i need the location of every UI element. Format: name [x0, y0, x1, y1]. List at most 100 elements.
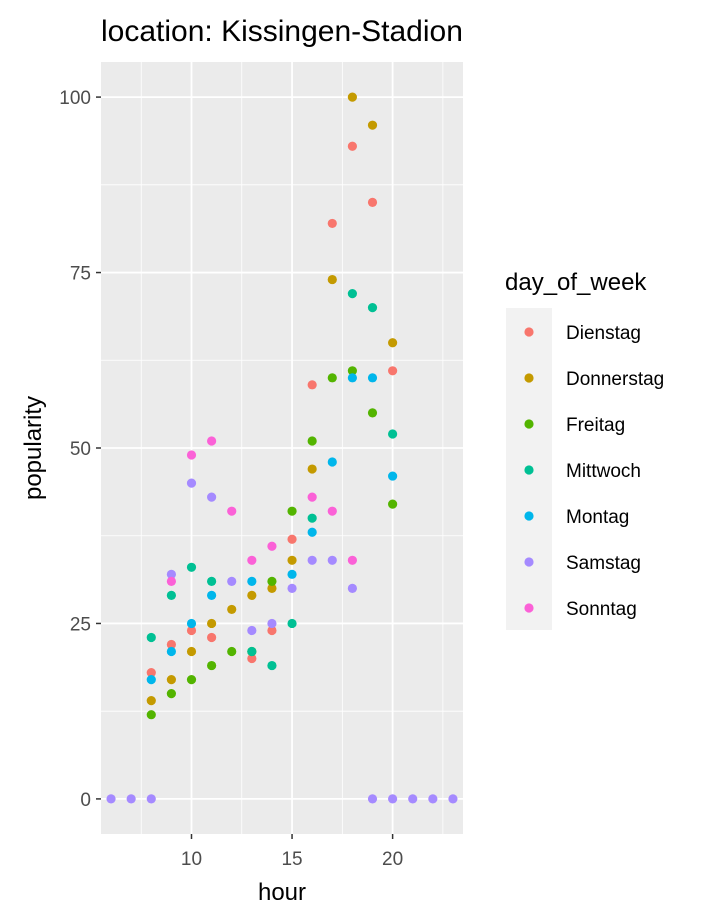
- point-dienstag-7: [307, 380, 317, 390]
- y-tick-label-0: 0: [80, 790, 91, 811]
- point-dienstag-5: [267, 625, 277, 636]
- point-samstag-12: [347, 583, 357, 593]
- legend-key-montag: [524, 511, 534, 521]
- legend-key-sonntag: [524, 603, 534, 613]
- point-samstag-7: [247, 625, 257, 636]
- y-tick-label-4: 100: [59, 88, 91, 109]
- chart-title: location: Kissingen-Stadion: [101, 15, 463, 48]
- point-samstag-14: [388, 794, 398, 804]
- point-mittwoch-7: [307, 513, 317, 523]
- point-sonntag-8: [347, 555, 357, 565]
- point-donnerstag-2: [186, 646, 197, 657]
- legend-label-samstag: Samstag: [566, 553, 641, 574]
- point-freitag-4: [227, 646, 237, 657]
- point-dienstag-6: [287, 534, 297, 544]
- point-sonntag-1: [186, 450, 197, 460]
- point-sonntag-2: [207, 436, 217, 446]
- legend-key-dienstag: [524, 327, 534, 337]
- x-axis: 10 15 20: [181, 834, 403, 870]
- x-tick-label-0: 10: [181, 849, 202, 870]
- point-samstag-10: [307, 555, 317, 565]
- point-samstag-11: [327, 555, 337, 565]
- point-samstag-2: [146, 794, 156, 804]
- point-samstag-1: [126, 794, 136, 804]
- legend-label-sonntag: Sonntag: [566, 599, 637, 620]
- point-mittwoch-2: [186, 562, 197, 572]
- point-mittwoch-1: [166, 590, 176, 600]
- x-axis-title: hour: [258, 879, 306, 906]
- point-donnerstag-1: [166, 675, 176, 685]
- point-samstag-16: [428, 794, 438, 804]
- point-freitag-2: [186, 675, 197, 685]
- legend-label-montag: Montag: [566, 507, 629, 528]
- point-samstag-15: [408, 794, 418, 804]
- point-montag-2: [186, 618, 197, 629]
- point-sonntag-7: [327, 506, 337, 516]
- point-dienstag-1: [166, 639, 176, 650]
- data-points: [106, 92, 458, 804]
- point-mittwoch-6: [287, 618, 297, 629]
- point-montag-10: [388, 471, 398, 481]
- legend-key-donnerstag: [524, 373, 534, 383]
- point-dienstag-10: [367, 197, 378, 207]
- point-sonntag-5: [267, 541, 277, 551]
- point-freitag-0: [146, 710, 156, 720]
- point-freitag-11: [367, 408, 378, 418]
- x-tick-label-1: 15: [281, 849, 302, 870]
- point-sonntag-3: [227, 506, 237, 516]
- point-donnerstag-6: [267, 583, 277, 593]
- point-montag-1: [166, 646, 176, 657]
- point-samstag-6: [227, 576, 237, 586]
- point-donnerstag-5: [247, 590, 257, 600]
- point-montag-0: [146, 675, 156, 685]
- point-donnerstag-12: [388, 338, 398, 348]
- point-freitag-6: [267, 576, 277, 586]
- point-montag-5: [287, 569, 297, 579]
- point-dienstag-11: [388, 366, 398, 376]
- point-mittwoch-8: [347, 289, 357, 299]
- point-samstag-8: [267, 618, 277, 629]
- point-dienstag-9: [347, 141, 357, 151]
- point-freitag-3: [207, 660, 217, 671]
- legend-key-mittwoch: [524, 465, 534, 475]
- point-samstag-5: [207, 492, 217, 502]
- point-samstag-0: [106, 794, 116, 804]
- point-donnerstag-7: [287, 555, 297, 565]
- point-samstag-13: [367, 794, 378, 804]
- point-freitag-10: [347, 366, 357, 376]
- point-dienstag-3: [207, 632, 217, 643]
- point-dienstag-2: [186, 625, 197, 636]
- point-donnerstag-10: [347, 92, 357, 102]
- point-freitag-1: [166, 689, 176, 699]
- point-samstag-17: [448, 794, 458, 804]
- point-donnerstag-0: [146, 696, 156, 706]
- point-mittwoch-9: [367, 303, 378, 313]
- legend: day_of_week Dienstag Donnerstag Freitag Mit…: [505, 269, 664, 630]
- point-mittwoch-4: [247, 646, 257, 657]
- legend-key-freitag: [524, 419, 534, 429]
- x-tick-label-2: 20: [382, 849, 403, 870]
- point-montag-3: [207, 590, 217, 600]
- point-montag-7: [327, 457, 337, 467]
- point-freitag-7: [287, 506, 297, 516]
- legend-label-donnerstag: Donnerstag: [566, 369, 664, 390]
- point-donnerstag-8: [307, 464, 317, 474]
- legend-label-dienstag: Dienstag: [566, 323, 641, 344]
- point-sonntag-6: [307, 492, 317, 502]
- point-dienstag-8: [327, 218, 337, 229]
- y-tick-label-3: 75: [70, 264, 91, 285]
- point-donnerstag-11: [367, 120, 378, 130]
- point-samstag-3: [166, 569, 176, 579]
- point-montag-8: [347, 373, 357, 383]
- y-tick-label-1: 25: [70, 614, 91, 635]
- point-freitag-12: [388, 499, 398, 509]
- point-donnerstag-3: [207, 618, 217, 629]
- point-samstag-9: [287, 583, 297, 593]
- point-mittwoch-10: [388, 429, 398, 439]
- point-sonntag-0: [166, 576, 176, 586]
- point-freitag-8: [307, 436, 317, 446]
- point-mittwoch-5: [267, 660, 277, 671]
- y-tick-label-2: 50: [70, 439, 91, 460]
- point-mittwoch-3: [207, 576, 217, 586]
